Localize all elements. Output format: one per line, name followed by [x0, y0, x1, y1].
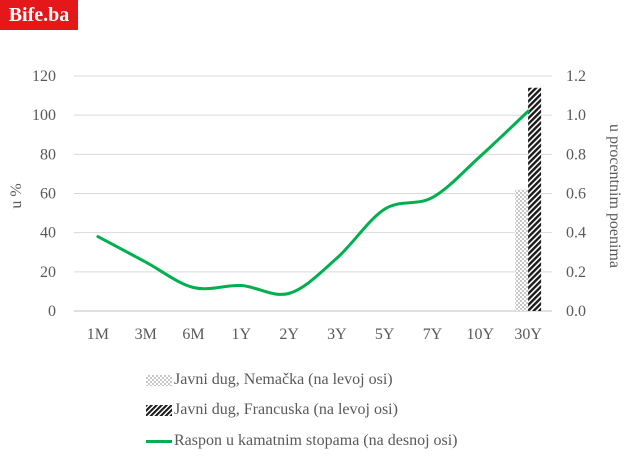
- bar-germany: [515, 189, 529, 311]
- spread-line: [96, 109, 530, 296]
- legend-label: Javni dug, Francuska (na levoj osi): [174, 401, 398, 418]
- legend-item-france: Javni dug, Francuska (na levoj osi): [146, 399, 398, 421]
- right-axis-ticks: 0.0 0.2 0.4 0.6 0.8 1.0 1.2: [566, 68, 586, 320]
- category-label: 10Y: [467, 326, 495, 343]
- category-label: 7Y: [423, 326, 443, 343]
- right-tick-label: 1.0: [566, 107, 586, 124]
- left-tick-label: 60: [40, 186, 56, 203]
- right-tick-label: 0.2: [566, 264, 586, 281]
- right-tick-label: 0.0: [566, 303, 586, 320]
- line-series: [96, 109, 530, 296]
- legend-label: Raspon u kamatnim stopama (na desnoj osi…: [174, 432, 458, 449]
- right-tick-label: 1.2: [566, 68, 586, 85]
- left-axis-ticks: 0 20 40 60 80 100 120: [32, 68, 56, 320]
- hatch-swatch-icon: [146, 404, 172, 416]
- left-tick-label: 80: [40, 146, 56, 163]
- category-label: 5Y: [375, 326, 395, 343]
- bar-series: [515, 87, 542, 311]
- left-tick-label: 120: [32, 68, 56, 85]
- legend-item-germany: Javni dug, Nemačka (na levoj osi): [146, 369, 393, 391]
- left-tick-label: 20: [40, 264, 56, 281]
- category-label: 6M: [182, 326, 204, 343]
- category-label: 3M: [135, 326, 157, 343]
- right-tick-label: 0.4: [566, 225, 586, 242]
- legend-item-spread: Raspon u kamatnim stopama (na desnoj osi…: [146, 430, 458, 452]
- category-label: 1M: [87, 326, 109, 343]
- gridlines: [74, 75, 552, 312]
- category-label: 30Y: [514, 326, 542, 343]
- x-axis-ticks: 1M 3M 6M 1Y 2Y 3Y 5Y 7Y 10Y 30Y: [87, 326, 543, 343]
- left-tick-label: 0: [48, 303, 56, 320]
- left-tick-label: 40: [40, 225, 56, 242]
- left-axis-label: u %: [8, 183, 25, 208]
- line-swatch-icon: [146, 439, 172, 443]
- right-axis-label: u procentnim poenima: [606, 124, 623, 268]
- bar-france: [528, 87, 542, 311]
- legend-label: Javni dug, Nemačka (na levoj osi): [174, 371, 393, 388]
- category-label: 2Y: [279, 326, 299, 343]
- category-label: 1Y: [232, 326, 252, 343]
- checker-swatch-icon: [146, 374, 172, 386]
- right-tick-label: 0.8: [566, 146, 586, 163]
- brand-logo: Bife.ba: [0, 0, 78, 30]
- category-label: 3Y: [327, 326, 347, 343]
- left-tick-label: 100: [32, 107, 56, 124]
- right-tick-label: 0.6: [566, 186, 586, 203]
